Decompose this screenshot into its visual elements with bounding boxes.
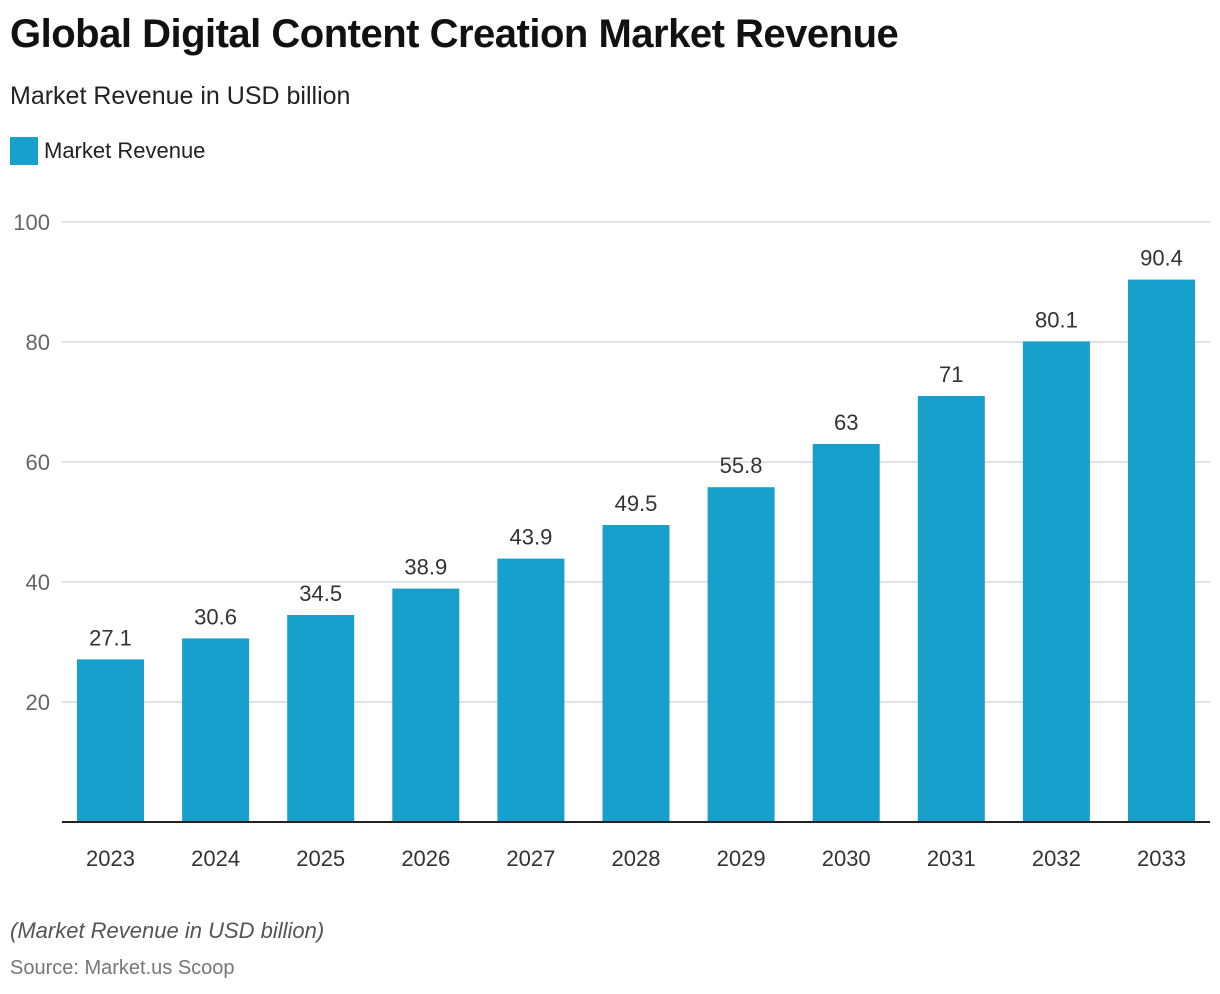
bar: [392, 588, 460, 822]
x-tick-label: 2031: [927, 846, 976, 871]
chart-note: (Market Revenue in USD billion): [10, 918, 325, 943]
chart-title: Global Digital Content Creation Market R…: [10, 12, 899, 56]
data-label: 27.1: [89, 625, 132, 650]
x-tick-label: 2030: [822, 846, 871, 871]
x-tick-label: 2033: [1137, 846, 1186, 871]
bar: [602, 525, 670, 822]
data-label: 80.1: [1035, 307, 1078, 332]
y-tick-label: 100: [13, 210, 50, 235]
x-tick-label: 2027: [506, 846, 555, 871]
data-label: 63: [834, 410, 858, 435]
data-label: 49.5: [615, 491, 658, 516]
data-label: 43.9: [509, 525, 552, 550]
chart-subtitle: Market Revenue in USD billion: [10, 82, 351, 110]
bar: [812, 444, 880, 822]
data-label: 34.5: [299, 581, 342, 606]
bar: [497, 558, 565, 822]
chart-source: Source: Market.us Scoop: [10, 957, 235, 979]
bar: [287, 615, 355, 822]
data-label: 38.9: [404, 555, 447, 580]
x-tick-label: 2024: [191, 846, 240, 871]
bar: [182, 638, 250, 822]
x-tick-label: 2028: [612, 846, 661, 871]
bar: [77, 659, 144, 822]
legend-label: Market Revenue: [44, 138, 206, 163]
y-tick-label: 40: [26, 570, 50, 595]
bar: [1022, 341, 1090, 822]
x-tick-label: 2029: [717, 846, 766, 871]
bar: [1128, 279, 1195, 823]
legend: Market Revenue: [10, 137, 205, 165]
y-tick-label: 80: [26, 330, 50, 355]
bar: [917, 396, 985, 822]
x-tick-label: 2025: [296, 846, 345, 871]
x-tick-label: 2032: [1032, 846, 1081, 871]
y-tick-label: 60: [26, 450, 50, 475]
y-tick-label: 20: [26, 690, 50, 715]
legend-swatch: [10, 137, 38, 165]
data-label: 71: [939, 362, 963, 387]
data-label: 55.8: [720, 453, 763, 478]
data-label: 90.4: [1140, 246, 1183, 271]
data-label: 30.6: [194, 604, 237, 629]
x-tick-label: 2023: [86, 846, 135, 871]
x-tick-label: 2026: [401, 846, 450, 871]
bar: [707, 487, 775, 822]
